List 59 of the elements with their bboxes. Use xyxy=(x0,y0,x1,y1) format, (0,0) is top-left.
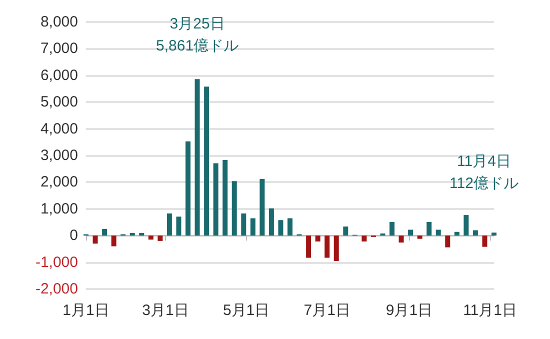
bar xyxy=(241,213,246,236)
bar xyxy=(454,232,460,236)
bar xyxy=(166,213,172,236)
bar xyxy=(408,230,414,236)
y-tick-label: 1,000 xyxy=(40,200,78,218)
bar xyxy=(390,222,394,236)
bar xyxy=(92,236,98,244)
y-tick-label: 4,000 xyxy=(40,120,78,138)
y-tick-label: 0 xyxy=(70,227,78,244)
bar xyxy=(158,236,163,241)
bar xyxy=(268,208,274,236)
bar xyxy=(232,181,237,236)
bar xyxy=(324,236,330,258)
x-tick-label: 3月1日 xyxy=(142,302,189,319)
bar xyxy=(334,236,339,261)
bar xyxy=(315,236,320,242)
y-tick-label: 6,000 xyxy=(40,66,78,84)
annotation: 3月25日 5,861億ドル xyxy=(156,16,239,55)
bar xyxy=(464,215,469,236)
bar xyxy=(222,160,228,236)
bar xyxy=(111,236,116,246)
bar xyxy=(288,218,292,236)
y-tick-label: 2,000 xyxy=(40,174,78,191)
x-tick-label: 11月1日 xyxy=(463,302,517,319)
x-tick-label: 7月1日 xyxy=(304,302,350,319)
bar xyxy=(426,222,432,236)
bar xyxy=(472,230,478,236)
bar xyxy=(213,163,218,236)
bar xyxy=(417,236,422,239)
bar xyxy=(102,228,108,236)
bar xyxy=(204,86,210,236)
y-tick-label: 3,000 xyxy=(40,147,78,164)
bar xyxy=(250,218,256,236)
x-tick-label: 1月1日 xyxy=(62,302,110,319)
bar xyxy=(445,236,450,248)
y-tick-label: -2,000 xyxy=(35,280,78,298)
y-tick-label: -1,000 xyxy=(35,254,78,271)
bar xyxy=(343,226,348,236)
y-tick-label: 5,000 xyxy=(40,94,78,111)
x-tick-label: 5月1日 xyxy=(222,302,270,319)
annotation: 11月4日 112億ドル xyxy=(450,153,518,192)
bar xyxy=(436,230,441,236)
bar xyxy=(186,141,190,236)
bar xyxy=(194,79,200,236)
bar xyxy=(380,233,386,236)
bar xyxy=(176,216,182,236)
bar xyxy=(492,232,496,236)
bar xyxy=(139,232,144,236)
y-tick-label: 7,000 xyxy=(40,40,78,58)
bar xyxy=(278,220,284,236)
bar xyxy=(362,236,367,242)
x-tick-label: 9月1日 xyxy=(386,302,433,319)
bar xyxy=(482,236,488,247)
bar xyxy=(306,236,312,258)
bar xyxy=(260,178,265,236)
y-tick-label: 8,000 xyxy=(40,14,78,30)
bar xyxy=(130,232,135,236)
bar xyxy=(398,236,404,243)
bar xyxy=(148,236,154,240)
